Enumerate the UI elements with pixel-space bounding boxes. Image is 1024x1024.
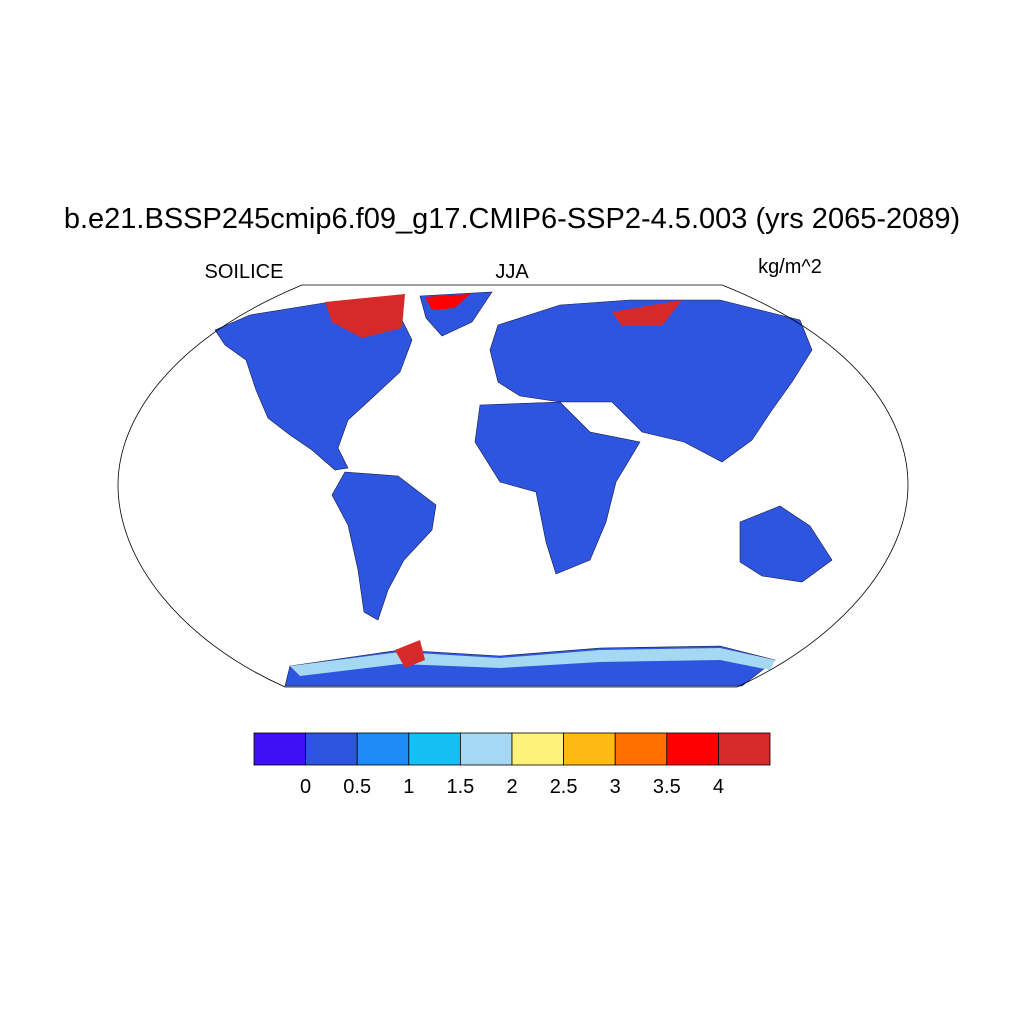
colorbar-box xyxy=(614,732,668,766)
colorbar-label: 3 xyxy=(610,776,621,798)
colorbar-box xyxy=(408,732,461,766)
colorbar-box xyxy=(459,732,513,766)
title: b.e21.BSSP245cmip6.f09_g17.CMIP6-SSP2-4.… xyxy=(64,203,960,235)
left-string: SOILICE xyxy=(205,261,284,283)
colorbar-box xyxy=(253,732,306,766)
colorbar-box xyxy=(718,732,771,766)
right-string: kg/m^2 xyxy=(758,256,822,278)
colorbar: 0 0.5 1 1.5 2 2.5 3 3.5 4 xyxy=(253,732,771,798)
colorbar-label: 0 xyxy=(300,776,311,798)
high-ice-region xyxy=(612,300,682,326)
center-string: JJA xyxy=(495,261,529,283)
colorbar-label: 1.5 xyxy=(446,776,474,798)
colorbar-label: 0.5 xyxy=(343,776,371,798)
colorbar-box xyxy=(563,732,616,766)
map xyxy=(117,284,909,688)
colorbar-box xyxy=(356,732,410,766)
colorbar-box xyxy=(305,732,358,766)
high-ice-region xyxy=(395,640,425,668)
colorbar-label: 3.5 xyxy=(653,776,681,798)
colorbar-box xyxy=(511,732,564,766)
high-ice-region xyxy=(425,294,470,310)
colorbar-label: 1 xyxy=(403,776,414,798)
colorbar-box xyxy=(666,732,719,766)
land xyxy=(331,471,437,621)
land xyxy=(474,401,641,575)
colorbar-label: 2.5 xyxy=(550,776,578,798)
land xyxy=(489,299,813,463)
high-ice-region xyxy=(325,294,405,338)
colorbar-label: 2 xyxy=(506,776,517,798)
map-boundary xyxy=(117,284,909,688)
colorbar-label: 4 xyxy=(713,776,724,798)
land xyxy=(739,505,833,583)
